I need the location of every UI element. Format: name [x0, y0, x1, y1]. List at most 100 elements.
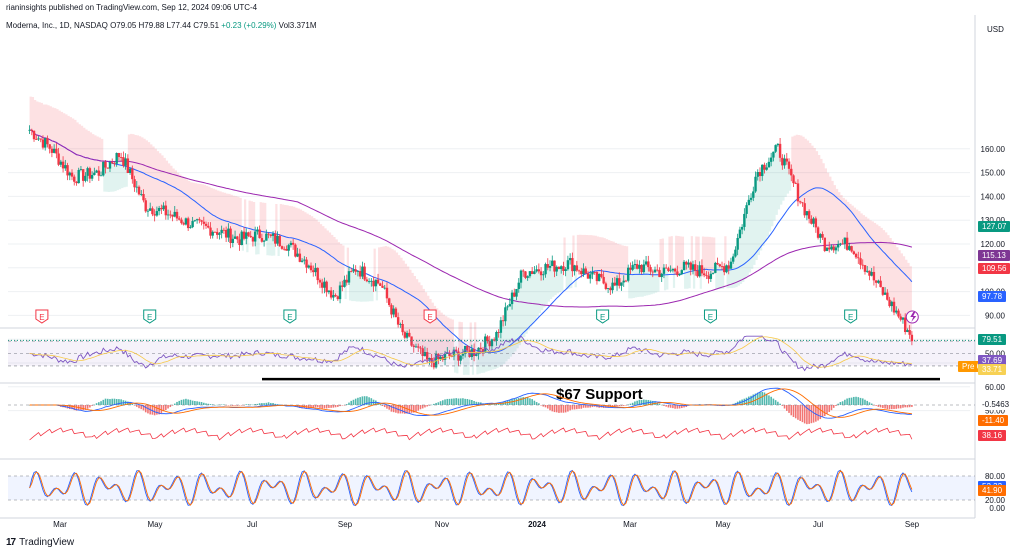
macd-histogram-bar [118, 399, 120, 405]
candle-body [680, 270, 684, 274]
candle-body [906, 330, 909, 333]
macd-histogram-bar [826, 405, 828, 414]
macd-pane [8, 387, 975, 441]
macd-histogram-bar [546, 405, 549, 409]
candle-body [28, 129, 31, 131]
candle-body [754, 176, 757, 192]
candle-body [886, 292, 889, 300]
candle-body [899, 316, 902, 320]
macd-histogram-bar [819, 405, 822, 420]
candle-body [457, 351, 460, 361]
candle-body [466, 345, 469, 351]
candle-body [428, 358, 431, 360]
candle-body [280, 246, 284, 249]
macd-histogram-bar [258, 403, 261, 405]
candle-body [200, 220, 203, 222]
candle-body [399, 323, 402, 325]
candle-body [193, 220, 197, 222]
sma200-tag: 115.13 [978, 249, 1010, 261]
earnings-icon: E [596, 309, 610, 324]
macd-signal-tag: -11.40 [978, 415, 1009, 426]
candle-body [374, 279, 377, 287]
candle-body [178, 218, 181, 220]
macd-histogram-bar [95, 403, 98, 405]
candle-body [204, 223, 208, 226]
macd-histogram-bar [100, 401, 102, 405]
candle-body [749, 197, 753, 200]
candle-body [175, 211, 179, 219]
candle-body [854, 253, 858, 258]
macd-histogram-bar [408, 405, 411, 414]
macd-histogram-bar [571, 405, 574, 410]
macd-histogram-bar [803, 405, 806, 424]
candle-body [417, 346, 420, 348]
macd-histogram-bar [211, 404, 214, 405]
candle-body [707, 275, 710, 279]
supertrend-tag: 127.07 [978, 221, 1011, 233]
candle-body [745, 205, 748, 214]
candle-body [709, 273, 713, 279]
macd-histogram-bar [569, 405, 571, 411]
candle-body [408, 332, 411, 337]
publisher-credit: rianinsights published on TradingView.co… [6, 3, 258, 12]
candle-body [133, 179, 136, 188]
macd-histogram-bar [319, 405, 321, 408]
candle-body [64, 165, 67, 169]
macd-histogram-bar [325, 405, 328, 409]
candle-body [44, 138, 47, 148]
candle-body [843, 237, 847, 244]
macd-histogram-bar [618, 405, 621, 407]
candle-body [781, 157, 784, 166]
candle-body [638, 264, 641, 269]
time-tick-label: May [715, 520, 730, 529]
candle-body [312, 270, 315, 273]
macd-histogram-bar [162, 405, 165, 412]
macd-histogram-bar [191, 400, 194, 405]
macd-histogram-bar [310, 405, 312, 409]
macd-histogram-bar [638, 399, 641, 405]
candle-body [186, 218, 190, 229]
macd-histogram-bar [86, 405, 89, 409]
candle-body [50, 148, 54, 153]
macd-histogram-bar [247, 404, 250, 405]
macd-histogram-bar [392, 405, 395, 413]
candle-body [180, 219, 183, 224]
candle-body [88, 168, 92, 179]
candle-body [84, 175, 87, 181]
macd-histogram-bar [676, 405, 679, 409]
candle-body [627, 267, 630, 281]
candle-body [640, 264, 643, 273]
candle-body [731, 256, 735, 262]
macd-histogram-bar [111, 398, 114, 405]
macd-histogram-bar [207, 403, 210, 405]
earnings-letter: E [287, 313, 292, 322]
pane-dividers [0, 15, 976, 519]
candle-body [267, 233, 270, 235]
macd-histogram-bar [368, 397, 370, 405]
candle-body [233, 236, 237, 239]
candle-body [792, 175, 795, 184]
candle-body [575, 265, 579, 271]
macd-histogram-bar [106, 398, 109, 405]
candle-body [461, 353, 465, 356]
candle-body [774, 145, 777, 152]
macd-histogram-bar [564, 405, 567, 413]
candle-body [696, 270, 699, 277]
candle-body [218, 233, 221, 235]
candle-body [510, 292, 514, 305]
macd-line [29, 387, 912, 419]
support-line: $67 Support [262, 377, 940, 403]
candle-body [785, 158, 788, 162]
candle-body [126, 158, 130, 174]
symbol-legend[interactable]: Moderna, Inc., 1D, NASDAQ O79.05 H79.88 … [6, 21, 316, 30]
candle-body [48, 144, 51, 149]
candle-body [597, 273, 601, 282]
candle-body [283, 248, 286, 250]
candle-body [841, 243, 844, 245]
candle-body [146, 210, 150, 212]
currency-label[interactable]: USD [987, 25, 1004, 34]
macd-histogram-bar [348, 402, 350, 405]
candle-body [37, 138, 40, 140]
